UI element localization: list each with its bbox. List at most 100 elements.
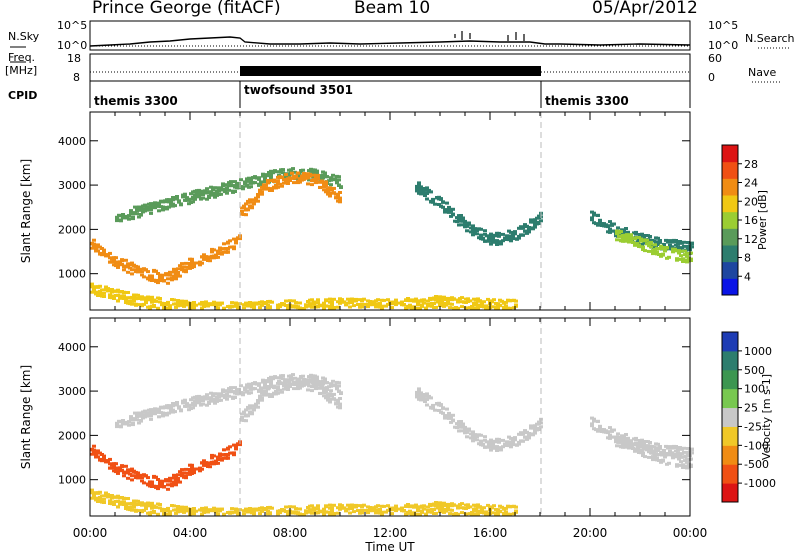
echo-cell bbox=[201, 402, 205, 406]
echo-cell bbox=[316, 177, 320, 181]
echo-cell bbox=[678, 446, 682, 449]
echo-cell bbox=[527, 436, 531, 440]
echo-cell bbox=[185, 196, 189, 200]
echo-cell bbox=[222, 306, 226, 310]
echo-cell bbox=[235, 186, 239, 190]
echo-cell bbox=[460, 296, 464, 300]
echo-cell bbox=[90, 491, 94, 495]
bottom-x-tick-labels: 00:00 04:00 08:00 12:00 16:00 20:00 00:00 bbox=[73, 526, 708, 540]
echo-cell bbox=[316, 381, 320, 385]
echo-cell bbox=[539, 425, 543, 429]
echo-cell bbox=[653, 449, 657, 453]
echo-cell bbox=[263, 180, 267, 184]
echo-cell bbox=[90, 282, 94, 286]
echo-cell bbox=[434, 511, 438, 515]
echo-cell bbox=[290, 171, 294, 175]
echo-cell bbox=[293, 170, 297, 174]
echo-cell bbox=[234, 301, 238, 305]
echo-cell bbox=[332, 186, 336, 190]
echo-cell bbox=[592, 417, 596, 421]
echo-cell bbox=[260, 192, 264, 196]
echo-cell bbox=[116, 265, 120, 269]
echo-cell bbox=[190, 259, 194, 263]
echo-cell bbox=[337, 175, 341, 179]
echo-cell bbox=[141, 207, 145, 211]
echo-cell bbox=[316, 507, 320, 511]
echo-cell bbox=[622, 229, 626, 233]
echo-cell bbox=[460, 502, 464, 506]
echo-cell bbox=[102, 458, 106, 462]
echo-cell bbox=[205, 403, 209, 407]
echo-cell bbox=[156, 478, 160, 481]
echo-cell bbox=[336, 305, 340, 309]
echo-cell bbox=[102, 248, 106, 252]
echo-cell bbox=[94, 496, 98, 500]
echo-cell bbox=[227, 188, 231, 192]
echo-cell bbox=[288, 299, 292, 303]
velocity-x-ticks bbox=[89, 318, 691, 516]
echo-cell bbox=[119, 218, 123, 222]
echo-cell bbox=[137, 208, 141, 212]
echo-cell bbox=[194, 261, 198, 265]
echo-cell bbox=[419, 391, 423, 395]
echo-cell bbox=[465, 435, 469, 439]
echo-cell bbox=[281, 171, 285, 175]
echo-cell bbox=[328, 400, 332, 404]
echo-cell bbox=[92, 444, 96, 448]
echo-cell bbox=[177, 406, 181, 410]
power-panel: 1000 2000 3000 4000 Slant Range [km] bbox=[19, 111, 694, 311]
echo-cell bbox=[360, 305, 364, 309]
echo-cell bbox=[200, 306, 204, 310]
echo-cell bbox=[226, 241, 230, 245]
echo-cell bbox=[166, 277, 170, 281]
echo-cell bbox=[629, 233, 633, 237]
echo-cell bbox=[310, 389, 314, 393]
echo-cell bbox=[131, 216, 135, 220]
echo-cell bbox=[424, 306, 428, 310]
echo-cell bbox=[294, 507, 298, 511]
echo-cell bbox=[146, 270, 150, 274]
echo-cell bbox=[102, 501, 106, 504]
echo-cell bbox=[404, 512, 408, 516]
echo-cell bbox=[172, 270, 176, 274]
echo-cell bbox=[184, 475, 188, 479]
echo-cell bbox=[677, 251, 681, 255]
echo-cell bbox=[308, 173, 312, 177]
echo-cell bbox=[316, 305, 320, 309]
echo-cell bbox=[132, 505, 136, 509]
echo-cell bbox=[339, 391, 343, 395]
echo-cell bbox=[137, 414, 141, 418]
echo-cell bbox=[344, 509, 348, 513]
echo-cell bbox=[653, 243, 657, 247]
echo-cell bbox=[120, 464, 124, 468]
echo-cell bbox=[414, 297, 418, 301]
echo-cell bbox=[415, 395, 419, 399]
echo-cell bbox=[234, 238, 238, 242]
echo-cell bbox=[98, 490, 102, 494]
echo-cell bbox=[150, 295, 154, 299]
y-tick-label: 1000 bbox=[58, 474, 86, 487]
echo-cell bbox=[322, 394, 326, 398]
echo-cell bbox=[471, 430, 475, 434]
echo-cell bbox=[436, 504, 440, 508]
echo-cell bbox=[661, 252, 665, 256]
echo-cell bbox=[156, 272, 160, 275]
echo-cell bbox=[154, 299, 158, 303]
echo-cell bbox=[190, 257, 194, 261]
echo-cell bbox=[523, 429, 527, 433]
echo-cell bbox=[244, 419, 248, 423]
echo-cell bbox=[433, 202, 437, 206]
echo-cell bbox=[292, 387, 296, 391]
echo-cell bbox=[332, 503, 336, 507]
echo-cell bbox=[437, 409, 441, 412]
echo-cell bbox=[140, 273, 144, 277]
echo-cell bbox=[157, 209, 161, 213]
echo-cell bbox=[168, 273, 172, 277]
echo-cell bbox=[201, 193, 205, 197]
echo-cell bbox=[657, 459, 661, 462]
echo-cell bbox=[294, 380, 298, 384]
echo-cell bbox=[162, 485, 166, 489]
echo-cell bbox=[463, 219, 467, 223]
echo-cell bbox=[135, 212, 139, 216]
echo-cell bbox=[167, 411, 171, 415]
